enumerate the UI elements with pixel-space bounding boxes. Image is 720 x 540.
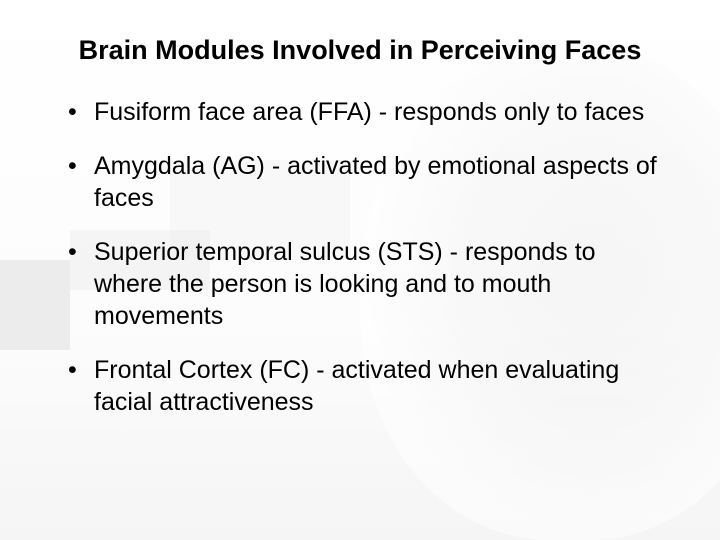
bullet-item: Fusiform face area (FFA) - responds only… [68,96,670,128]
bullet-list: Fusiform face area (FFA) - responds only… [50,96,670,418]
slide-content: Brain Modules Involved in Perceiving Fac… [0,0,720,418]
slide: Brain Modules Involved in Perceiving Fac… [0,0,720,540]
slide-title: Brain Modules Involved in Perceiving Fac… [50,34,670,68]
bullet-item: Frontal Cortex (FC) - activated when eva… [68,354,670,418]
bullet-item: Superior temporal sulcus (STS) - respond… [68,236,670,332]
bullet-item: Amygdala (AG) - activated by emotional a… [68,150,670,214]
